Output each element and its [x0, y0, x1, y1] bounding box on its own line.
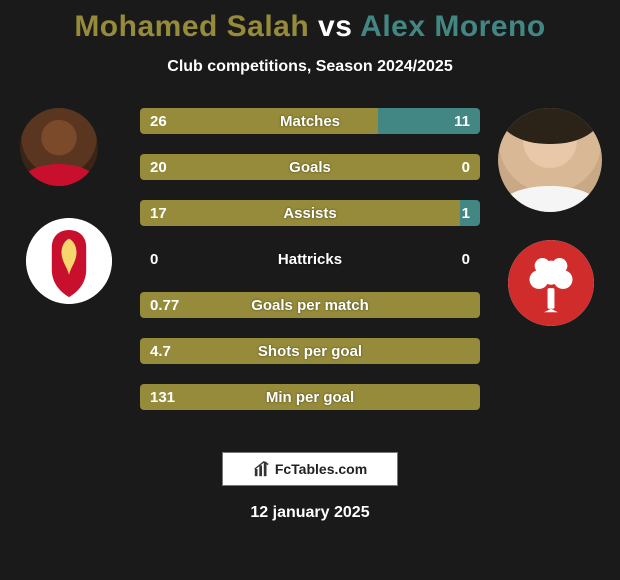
- subtitle: Club competitions, Season 2024/2025: [0, 58, 620, 76]
- stat-value-right: 1: [462, 200, 470, 226]
- stat-value-left: 4.7: [150, 338, 171, 364]
- player2-club-badge: [508, 240, 594, 326]
- title-player1: Mohamed Salah: [74, 10, 309, 43]
- stat-bars: Matches2611Goals200Assists171Hattricks00…: [140, 108, 480, 430]
- title-vs: vs: [318, 10, 352, 43]
- brand-badge: FcTables.com: [222, 452, 398, 486]
- liverpool-badge-icon: [26, 218, 112, 304]
- stat-value-left: 0: [150, 246, 158, 272]
- player1-avatar: [20, 108, 98, 186]
- stat-label: Goals: [140, 154, 480, 180]
- stat-label: Shots per goal: [140, 338, 480, 364]
- stat-value-left: 17: [150, 200, 167, 226]
- stat-label: Matches: [140, 108, 480, 134]
- title-player2: Alex Moreno: [360, 10, 546, 43]
- stat-label: Goals per match: [140, 292, 480, 318]
- fctables-icon: [253, 460, 271, 478]
- stat-row: Goals per match0.77: [140, 292, 480, 318]
- player1-club-badge: [26, 218, 112, 304]
- stat-label: Hattricks: [140, 246, 480, 272]
- stat-row: Matches26 11: [140, 108, 480, 134]
- player2-avatar: [498, 108, 602, 212]
- stat-row: Assists17 1: [140, 200, 480, 226]
- stat-row: Goals20 0: [140, 154, 480, 180]
- stat-row: Hattricks0 0: [140, 246, 480, 272]
- main-area: Matches2611Goals200Assists171Hattricks00…: [0, 104, 620, 434]
- stat-value-left: 0.77: [150, 292, 179, 318]
- stat-label: Assists: [140, 200, 480, 226]
- stat-row: Min per goal131: [140, 384, 480, 410]
- stat-value-left: 20: [150, 154, 167, 180]
- date: 12 january 2025: [0, 504, 620, 522]
- stat-value-right: 0: [462, 246, 470, 272]
- stat-value-left: 131: [150, 384, 175, 410]
- stat-value-right: 11: [454, 108, 470, 134]
- title: Mohamed Salah vs Alex Moreno: [0, 10, 620, 44]
- stat-row: Shots per goal4.7: [140, 338, 480, 364]
- stat-label: Min per goal: [140, 384, 480, 410]
- stat-value-left: 26: [150, 108, 167, 134]
- brand-text: FcTables.com: [275, 461, 367, 477]
- forest-badge-icon: [508, 240, 594, 326]
- comparison-card: Mohamed Salah vs Alex Moreno Club compet…: [0, 0, 620, 580]
- stat-value-right: 0: [462, 154, 470, 180]
